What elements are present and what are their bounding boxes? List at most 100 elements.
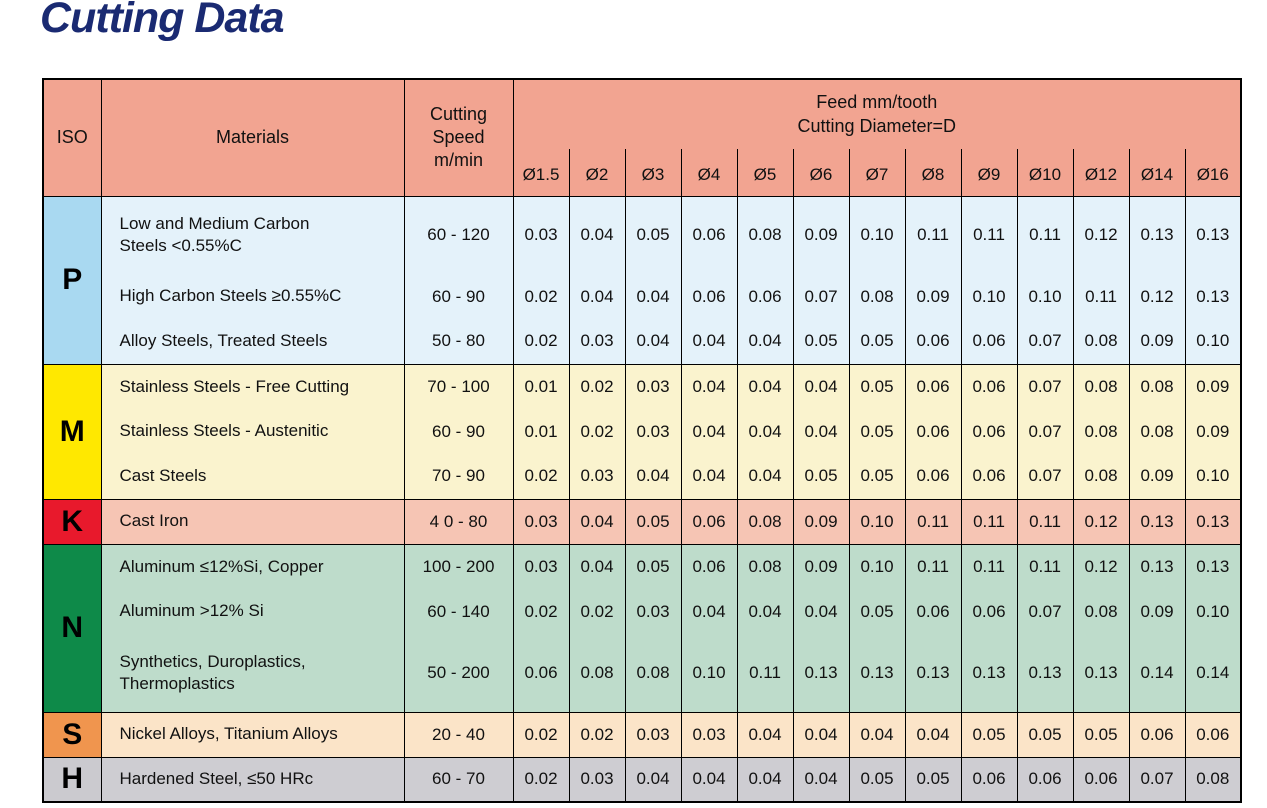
material-cell: Nickel Alloys, Titanium Alloys xyxy=(100,711,404,757)
table-row: Aluminum >12% Si 60 - 140 0.02 0.02 0.03 0.04… xyxy=(43,589,1242,634)
feed-value-cell: 0.02 xyxy=(512,589,569,634)
feed-value-cell: 0.11 xyxy=(1016,498,1073,544)
material-cell: Cast Iron xyxy=(100,498,404,544)
diameter-header-1: Ø1.5 xyxy=(512,149,569,197)
feed-value-cell: 0.13 xyxy=(1072,634,1129,712)
table-row: Cast Steels 70 - 90 0.02 0.03 0.04 0.04 0.04 0.… xyxy=(43,454,1242,499)
feed-value-cell: 0.05 xyxy=(792,319,849,364)
feed-value-cell: 0.03 xyxy=(568,756,625,802)
feed-value-cell: 0.08 xyxy=(1184,756,1242,802)
feed-value-cell: 0.04 xyxy=(568,274,625,319)
diameter-header-3: Ø3 xyxy=(624,149,681,197)
feed-value-cell: 0.05 xyxy=(624,543,681,589)
page-title: Cutting Data xyxy=(40,0,285,42)
feed-value-cell: 0.02 xyxy=(568,409,625,454)
feed-value-cell: 0.03 xyxy=(624,363,681,409)
material-cell: Synthetics, Duroplastics, Thermoplastics xyxy=(100,634,404,712)
diameter-header-8: Ø8 xyxy=(904,149,961,197)
feed-value-cell: 0.04 xyxy=(736,589,793,634)
feed-value-cell: 0.04 xyxy=(624,454,681,499)
feed-value-cell: 0.11 xyxy=(736,634,793,712)
table-row: K Cast Iron 4 0 - 80 0.03 0.04 0.05 0.06 0.08 0.… xyxy=(42,498,1242,544)
feed-value-cell: 0.13 xyxy=(792,634,849,712)
feed-value-cell: 0.06 xyxy=(512,634,569,712)
feed-value-cell: 0.05 xyxy=(848,409,905,454)
feed-value-cell: 0.08 xyxy=(1072,454,1129,499)
feed-value-cell: 0.13 xyxy=(1128,498,1185,544)
table-header: ISO Materials Cutting Speed m/min Feed m… xyxy=(43,79,1242,197)
feed-value-cell: 0.06 xyxy=(960,409,1017,454)
feed-value-cell: 0.04 xyxy=(568,543,625,589)
feed-value-cell: 0.11 xyxy=(1016,543,1073,589)
feed-value-cell: 0.04 xyxy=(736,454,793,499)
feed-value-cell: 0.06 xyxy=(960,756,1017,802)
cutting-speed-cell: 50 - 80 xyxy=(403,319,513,364)
feed-value-cell: 0.13 xyxy=(848,634,905,712)
feed-value-cell: 0.10 xyxy=(848,498,905,544)
table-row: Alloy Steels, Treated Steels 50 - 80 0.02 0… xyxy=(43,319,1242,364)
feed-value-cell: 0.07 xyxy=(792,274,849,319)
feed-value-cell: 0.08 xyxy=(1072,409,1129,454)
feed-value-cell: 0.13 xyxy=(1184,498,1242,544)
feed-value-cell: 0.06 xyxy=(904,409,961,454)
feed-value-cell: 0.03 xyxy=(568,454,625,499)
feed-value-cell: 0.04 xyxy=(848,711,905,757)
feed-value-cell: 0.05 xyxy=(848,454,905,499)
cutting-speed-cell: 60 - 70 xyxy=(403,756,513,802)
table-row: M Stainless Steels - Free Cutting 70 - 100… xyxy=(42,363,1242,499)
material-cell: Aluminum ≤12%Si, Copper xyxy=(100,543,404,589)
feed-value-cell: 0.08 xyxy=(1128,409,1185,454)
cutting-speed-cell: 70 - 100 xyxy=(403,363,513,409)
diameter-header-13: Ø16 xyxy=(1184,149,1242,197)
feed-value-cell: 0.01 xyxy=(512,409,569,454)
feed-value-cell: 0.06 xyxy=(680,274,737,319)
feed-value-cell: 0.11 xyxy=(1072,274,1129,319)
feed-value-cell: 0.04 xyxy=(792,711,849,757)
feed-value-cell: 0.04 xyxy=(792,756,849,802)
cutting-speed-cell: 60 - 90 xyxy=(403,274,513,319)
feed-value-cell: 0.08 xyxy=(848,274,905,319)
feed-value-cell: 0.06 xyxy=(960,454,1017,499)
feed-value-cell: 0.13 xyxy=(1128,195,1185,274)
feed-value-cell: 0.10 xyxy=(960,274,1017,319)
feed-value-cell: 0.04 xyxy=(624,274,681,319)
feed-value-cell: 0.09 xyxy=(1184,363,1242,409)
feed-value-cell: 0.03 xyxy=(624,711,681,757)
feed-value-cell: 0.06 xyxy=(960,363,1017,409)
feed-value-cell: 0.04 xyxy=(680,319,737,364)
material-cell: Low and Medium Carbon Steels <0.55%C xyxy=(100,195,404,274)
feed-value-cell: 0.06 xyxy=(736,274,793,319)
table-row: H Hardened Steel, ≤50 HRc 60 - 70 0.02 0.03 0… xyxy=(42,756,1242,802)
feed-value-cell: 0.01 xyxy=(512,363,569,409)
feed-value-cell: 0.08 xyxy=(1072,589,1129,634)
feed-value-cell: 0.07 xyxy=(1016,409,1073,454)
feed-value-cell: 0.07 xyxy=(1016,589,1073,634)
feed-value-cell: 0.13 xyxy=(960,634,1017,712)
diameter-header-11: Ø12 xyxy=(1072,149,1129,197)
feed-value-cell: 0.03 xyxy=(680,711,737,757)
iso-cell-M: M xyxy=(42,363,101,499)
feed-value-cell: 0.11 xyxy=(960,195,1017,274)
feed-value-cell: 0.07 xyxy=(1016,363,1073,409)
feed-group-header: Feed mm/tooth Cutting Diameter=D xyxy=(512,79,1242,149)
feed-value-cell: 0.11 xyxy=(904,498,961,544)
diameter-header-9: Ø9 xyxy=(960,149,1017,197)
header-row-main: ISO Materials Cutting Speed m/min Feed m… xyxy=(43,79,1242,197)
feed-value-cell: 0.08 xyxy=(736,543,793,589)
table-row: High Carbon Steels ≥0.55%C 60 - 90 0.02 0.0… xyxy=(43,274,1242,319)
feed-value-cell: 0.04 xyxy=(736,409,793,454)
feed-value-cell: 0.06 xyxy=(1128,711,1185,757)
feed-value-cell: 0.10 xyxy=(1184,589,1242,634)
feed-value-cell: 0.13 xyxy=(1184,195,1242,274)
feed-value-cell: 0.05 xyxy=(624,498,681,544)
material-cell: Stainless Steels - Free Cutting xyxy=(100,363,404,409)
feed-value-cell: 0.04 xyxy=(568,498,625,544)
feed-value-cell: 0.07 xyxy=(1016,454,1073,499)
feed-value-cell: 0.05 xyxy=(848,589,905,634)
feed-value-cell: 0.05 xyxy=(1016,711,1073,757)
diameter-header-5: Ø5 xyxy=(736,149,793,197)
feed-value-cell: 0.04 xyxy=(680,589,737,634)
feed-value-cell: 0.12 xyxy=(1072,543,1129,589)
feed-value-cell: 0.09 xyxy=(1128,589,1185,634)
